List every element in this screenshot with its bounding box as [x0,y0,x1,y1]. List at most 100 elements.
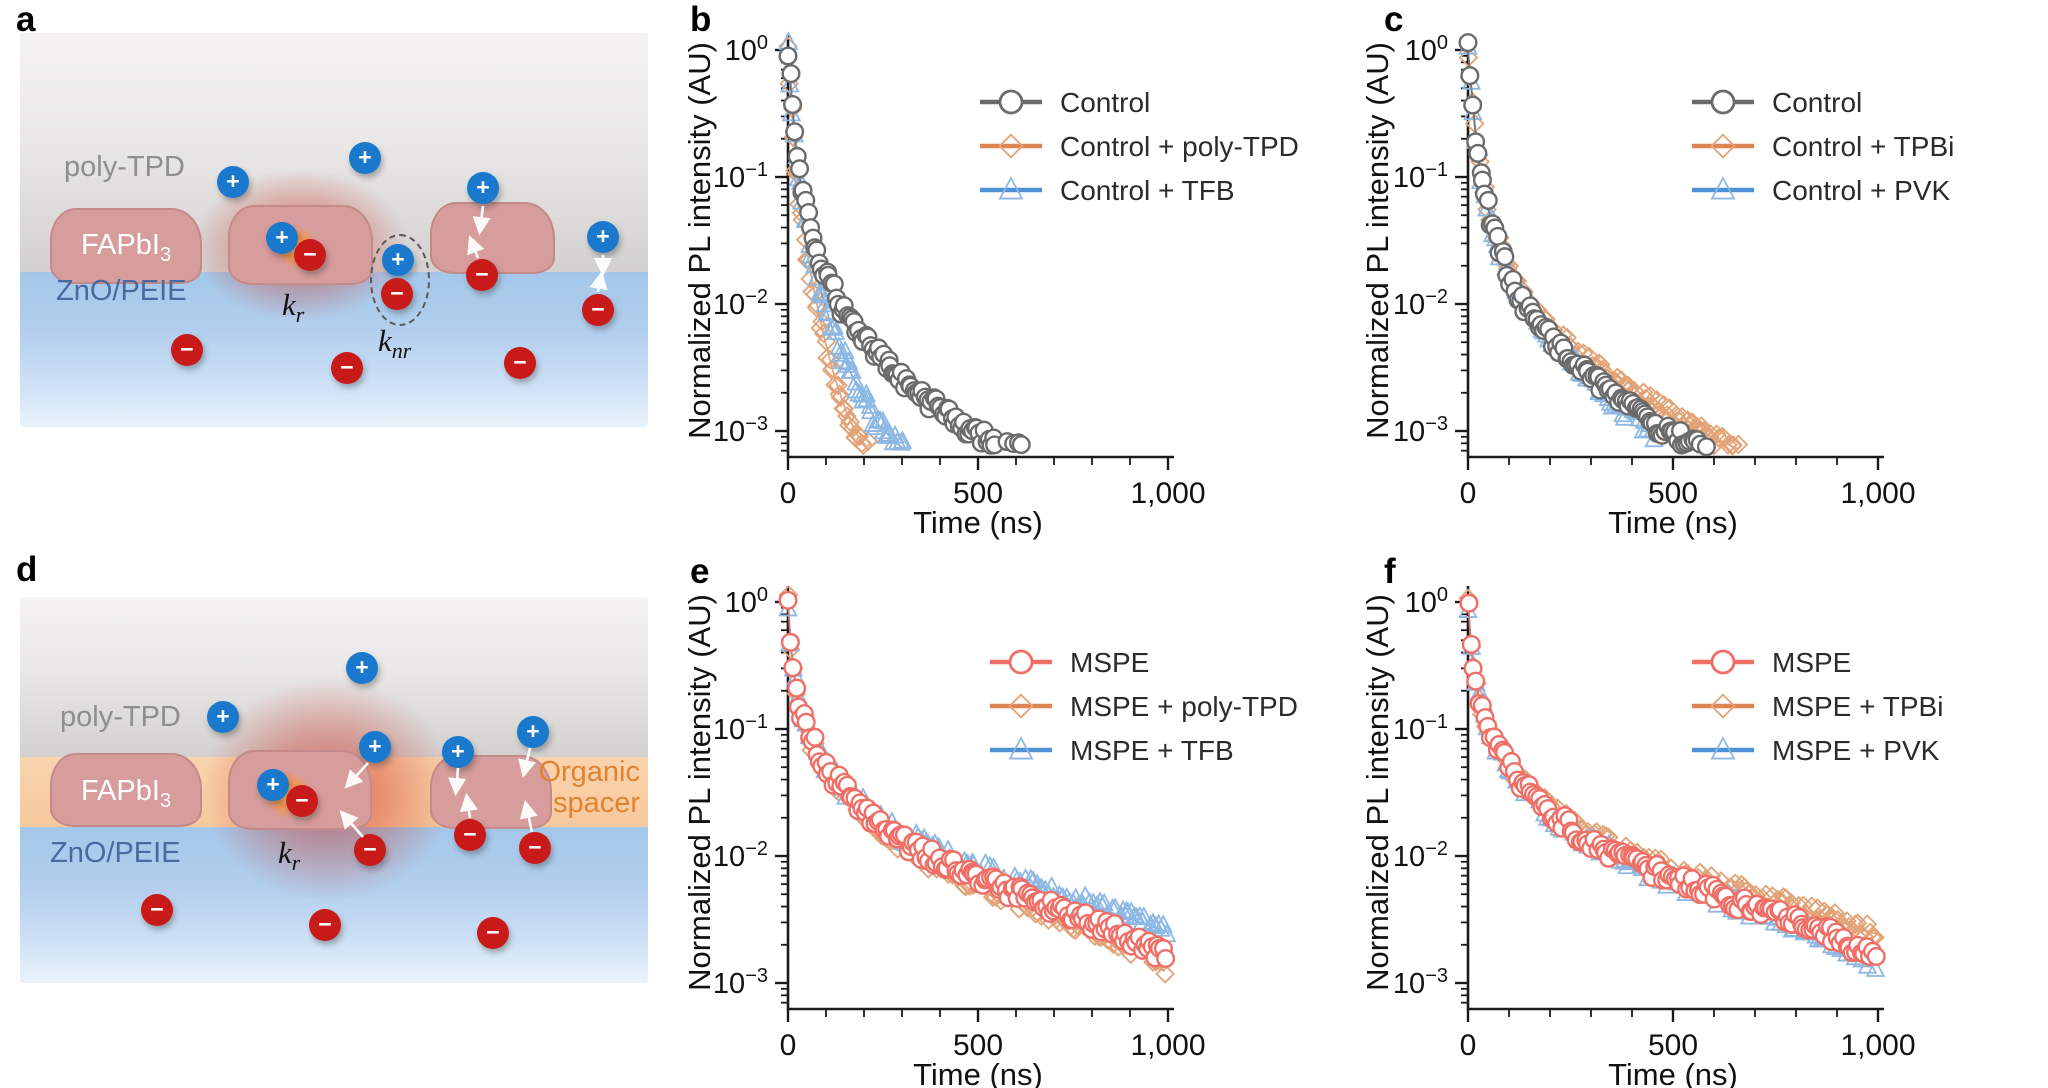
panel-letter-d: d [16,550,38,589]
fapbi3-crystal [50,753,202,827]
legend: MSPE MSPE + TPBi MSPE + PVK [1692,647,1943,766]
legend-label: Control [1060,87,1150,118]
panel-letter-c: c [1384,0,1404,39]
panel-letter-a: a [16,0,36,39]
x-axis-label: Time (ns) [1608,505,1738,540]
y-axis-label: Normalized PL intensity (AU) [682,42,717,439]
svg-text:0: 0 [1460,1029,1477,1062]
electron-charge-icon: − [331,352,363,384]
svg-text:10−2: 10−2 [713,838,768,873]
hole-charge-icon: + [442,736,474,768]
panel-letter-f: f [1384,552,1396,591]
fapbi3-crystal-label: FAPbI3 [80,775,172,812]
legend-label: MSPE + PVK [1772,735,1940,766]
y-axis-label: Normalized PL intensity (AU) [682,594,717,991]
electron-charge-icon: − [519,832,551,864]
series-mspe [1459,593,1886,967]
hole-charge-icon: + [359,731,391,763]
panel-letter-e: e [690,552,710,591]
nonradiative-rate-label: knr [378,323,412,364]
x-axis-label: Time (ns) [1608,1057,1738,1088]
electron-charge-icon: − [294,239,326,271]
legend-label: MSPE [1070,647,1149,678]
legend-label: Control + TFB [1060,175,1235,206]
hole-charge-icon: + [467,172,499,204]
legend-label: Control + poly-TPD [1060,131,1299,162]
legend-label: Control + TPBi [1772,131,1954,162]
diagram-control-device: poly-TPD FAPbI3 ZnO/PEIE kr knr + + + + + + − −… [20,33,648,427]
electron-charge-icon: − [504,347,536,379]
svg-text:0: 0 [1460,477,1477,510]
svg-text:10−3: 10−3 [1393,413,1448,448]
legend-label: MSPE + poly-TPD [1070,691,1298,722]
legend-label: MSPE [1772,647,1851,678]
legend-label: MSPE + TFB [1070,735,1234,766]
legend-label: MSPE + TPBi [1772,691,1943,722]
chart-mspe-etl-pl-decay: 100 10−1 10−2 10−3 0 500 1,000 Time (ns) Normali… [1360,584,1943,1088]
panel-letter-b: b [690,0,712,39]
electron-charge-icon: − [454,819,486,851]
svg-text:500: 500 [1648,477,1698,510]
hole-charge-icon: + [207,701,239,733]
svg-text:500: 500 [953,477,1003,510]
y-axis-label: Normalized PL intensity (AU) [1360,594,1395,991]
electron-charge-icon: − [466,259,498,291]
svg-text:10−1: 10−1 [713,711,768,746]
legend: Control Control + TPBi Control + PVK [1692,87,1954,206]
radiative-rate-label: kr [278,835,301,876]
chart-mspe-htl-pl-decay: 100 10−1 10−2 10−3 0 500 1,000 Time (ns) Normali… [682,584,1298,1088]
legend: MSPE MSPE + poly-TPD MSPE + TFB [990,647,1298,766]
svg-text:10−1: 10−1 [713,159,768,194]
electron-charge-icon: − [477,917,509,949]
svg-text:100: 100 [1405,32,1448,67]
poly-tpd-layer-label: poly-TPD [64,151,185,183]
electron-charge-icon: − [381,278,413,310]
electron-charge-icon: − [171,334,203,366]
svg-text:100: 100 [1405,584,1448,619]
electron-charge-icon: − [354,834,386,866]
hole-charge-icon: + [349,142,381,174]
hole-charge-icon: + [217,166,249,198]
hole-charge-icon: + [346,652,378,684]
svg-text:1,000: 1,000 [1840,1029,1915,1062]
electron-charge-icon: − [582,294,614,326]
legend-label: Control [1772,87,1862,118]
svg-text:100: 100 [725,584,768,619]
y-axis-label: Normalized PL intensity (AU) [1360,42,1395,439]
x-axis-label: Time (ns) [913,505,1043,540]
svg-text:1,000: 1,000 [1130,477,1205,510]
hole-charge-icon: + [382,244,414,276]
zno-peie-layer-label: ZnO/PEIE [50,837,181,869]
svg-text:10−3: 10−3 [713,413,768,448]
electron-charge-icon: − [309,909,341,941]
svg-text:1,000: 1,000 [1130,1029,1205,1062]
svg-text:10−1: 10−1 [1393,711,1448,746]
svg-text:10−3: 10−3 [1393,965,1448,1000]
fapbi3-crystal-label: FAPbI3 [80,229,172,266]
electron-charge-icon: − [141,894,173,926]
series-control [778,46,1031,455]
svg-text:10−2: 10−2 [1393,286,1448,321]
diagram-mspe-device: poly-TPD FAPbI3 ZnO/PEIE kr Organic spac… [20,597,648,983]
svg-text:0: 0 [780,1029,797,1062]
hole-charge-icon: + [266,222,298,254]
electron-charge-icon: − [286,785,318,817]
legend-label: Control + PVK [1772,175,1951,206]
svg-text:0: 0 [780,477,797,510]
organic-spacer-label: Organic spacer [538,756,640,819]
chart-control-etl-pl-decay: 100 10−1 10−2 10−3 0 500 1,000 Time (ns) Normali… [1360,32,1954,540]
svg-text:1,000: 1,000 [1840,477,1915,510]
hole-charge-icon: + [257,769,289,801]
svg-text:500: 500 [1648,1029,1698,1062]
svg-text:10−2: 10−2 [713,286,768,321]
poly-tpd-layer-label: poly-TPD [60,701,181,733]
axes: 100 10−1 10−2 10−3 0 500 1,000 [1393,32,1916,510]
fapbi3-crystal [50,208,202,284]
svg-text:10−1: 10−1 [1393,159,1448,194]
svg-text:100: 100 [725,32,768,67]
hole-charge-icon: + [517,716,549,748]
svg-text:10−2: 10−2 [1393,838,1448,873]
zno-peie-layer-label: ZnO/PEIE [56,275,187,307]
hole-charge-icon: + [587,221,619,253]
